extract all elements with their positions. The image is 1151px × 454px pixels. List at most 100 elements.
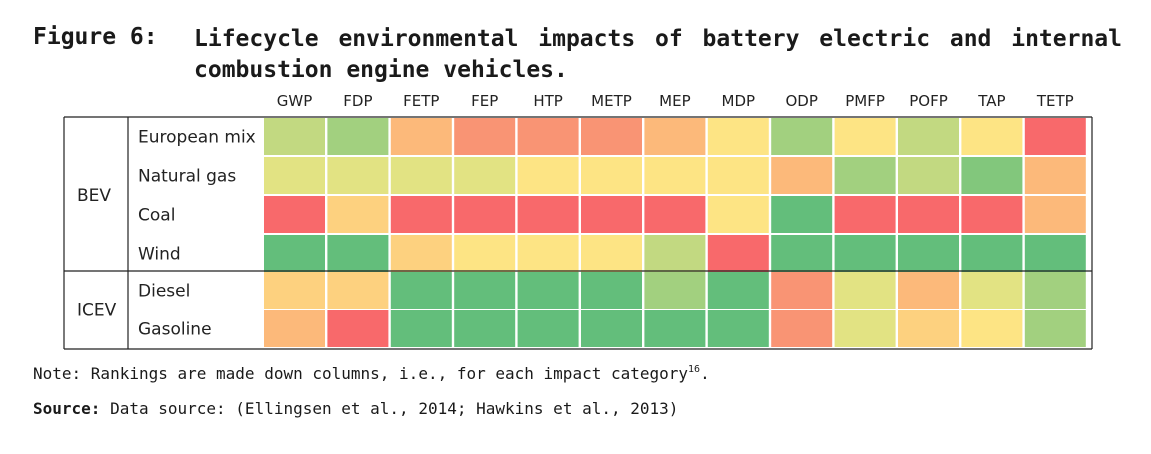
heatmap-cell — [707, 196, 769, 233]
heatmap-cell — [264, 235, 325, 272]
heatmap-cell — [517, 272, 579, 309]
figure-label: Figure 6: — [33, 24, 158, 50]
source-label: Source: — [33, 399, 101, 418]
row-label: Wind — [138, 245, 181, 265]
note-footnote-ref: 16 — [688, 364, 701, 375]
heatmap-cell — [771, 235, 833, 272]
source-line: Source: Data source: (Ellingsen et al., … — [33, 399, 678, 418]
heatmap-cell — [264, 272, 325, 309]
heatmap-cell — [454, 272, 516, 309]
heatmap-cell — [644, 272, 706, 309]
heatmap-cell — [707, 235, 769, 272]
heatmap-cell — [961, 310, 1023, 347]
row-label: European mix — [138, 128, 256, 148]
heatmap-cell — [644, 310, 706, 347]
column-header: PMFP — [845, 92, 885, 110]
heatmap-cell — [454, 196, 516, 233]
heatmap-cell — [581, 235, 642, 272]
heatmap-cell — [327, 196, 389, 233]
heatmap-cell — [581, 196, 642, 233]
heatmap-cell — [1024, 118, 1086, 155]
row-label: Natural gas — [138, 167, 236, 187]
heatmap-cell — [581, 157, 642, 194]
group-label: BEV — [77, 186, 111, 206]
column-header: FETP — [403, 92, 439, 110]
heatmap-cell — [898, 272, 959, 309]
heatmap-cell — [834, 310, 896, 347]
column-header: POFP — [909, 92, 948, 110]
heatmap-cell — [961, 196, 1023, 233]
heatmap-cell — [771, 272, 833, 309]
heatmap-cell — [644, 118, 706, 155]
heatmap-cell — [327, 310, 389, 347]
heatmap-cell — [454, 118, 516, 155]
row-label: Gasoline — [138, 320, 212, 340]
heatmap-cell — [454, 157, 516, 194]
row-label: Diesel — [138, 282, 190, 302]
heatmap-cell — [327, 157, 389, 194]
heatmap-cell — [644, 157, 706, 194]
column-header: FEP — [471, 92, 498, 110]
note-body: Note: Rankings are made down columns, i.… — [33, 364, 689, 383]
note-end: . — [700, 364, 710, 383]
heatmap-cell — [517, 196, 579, 233]
figure-title: Lifecycle environmental impacts of batte… — [194, 26, 1122, 83]
heatmap-cell — [1024, 157, 1086, 194]
heatmap-cell — [264, 157, 325, 194]
heatmap-cell — [1024, 272, 1086, 309]
heatmap-cell — [454, 310, 516, 347]
heatmap-cell — [961, 157, 1023, 194]
heatmap-cell — [327, 235, 389, 272]
group-label: ICEV — [77, 301, 117, 321]
heatmap-cell — [898, 310, 959, 347]
column-header: TAP — [977, 92, 1005, 110]
heatmap-cell — [517, 235, 579, 272]
heatmap-cell — [898, 235, 959, 272]
heatmap-cell — [834, 157, 896, 194]
heatmap-cell — [898, 157, 959, 194]
heatmap-cell — [771, 118, 833, 155]
column-header: ODP — [785, 92, 817, 110]
heatmap-cell — [644, 235, 706, 272]
note-text: Note: Rankings are made down columns, i.… — [33, 364, 710, 383]
column-header: MEP — [659, 92, 690, 110]
heatmap-cell — [581, 272, 642, 309]
column-header: METP — [591, 92, 632, 110]
heatmap-cell — [834, 235, 896, 272]
heatmap-cell — [327, 272, 389, 309]
heatmap-cell — [517, 157, 579, 194]
heatmap-cell — [707, 310, 769, 347]
heatmap-cell — [454, 235, 516, 272]
heatmap-cell — [390, 235, 452, 272]
heatmap-cell — [771, 196, 833, 233]
heatmap-cell — [834, 118, 896, 155]
heatmap-cell — [517, 310, 579, 347]
heatmap-cell — [898, 196, 959, 233]
heatmap-cell — [390, 196, 452, 233]
heatmap-cell — [264, 196, 325, 233]
column-header: TETP — [1036, 92, 1074, 110]
column-header: MDP — [722, 92, 756, 110]
heatmap-cell — [327, 118, 389, 155]
heatmap-cell — [517, 118, 579, 155]
heatmap-cell — [961, 118, 1023, 155]
heatmap-cell — [1024, 235, 1086, 272]
heatmap-cell — [707, 118, 769, 155]
heatmap-cell — [771, 157, 833, 194]
heatmap-cell — [390, 272, 452, 309]
heatmap-cell — [581, 118, 642, 155]
source-text: Data source: (Ellingsen et al., 2014; Ha… — [100, 399, 679, 418]
heatmap-cell — [961, 272, 1023, 309]
heatmap-cell — [264, 118, 325, 155]
heatmap-cell — [834, 196, 896, 233]
heatmap-cell — [707, 272, 769, 309]
heatmap-cell — [390, 157, 452, 194]
column-header: HTP — [533, 92, 563, 110]
heatmap-cell — [834, 272, 896, 309]
column-header: GWP — [277, 92, 313, 110]
heatmap-cell — [264, 310, 325, 347]
heatmap-cell — [1024, 196, 1086, 233]
heatmap-cell — [390, 310, 452, 347]
heatmap-cell — [898, 118, 959, 155]
heatmap-cell — [961, 235, 1023, 272]
